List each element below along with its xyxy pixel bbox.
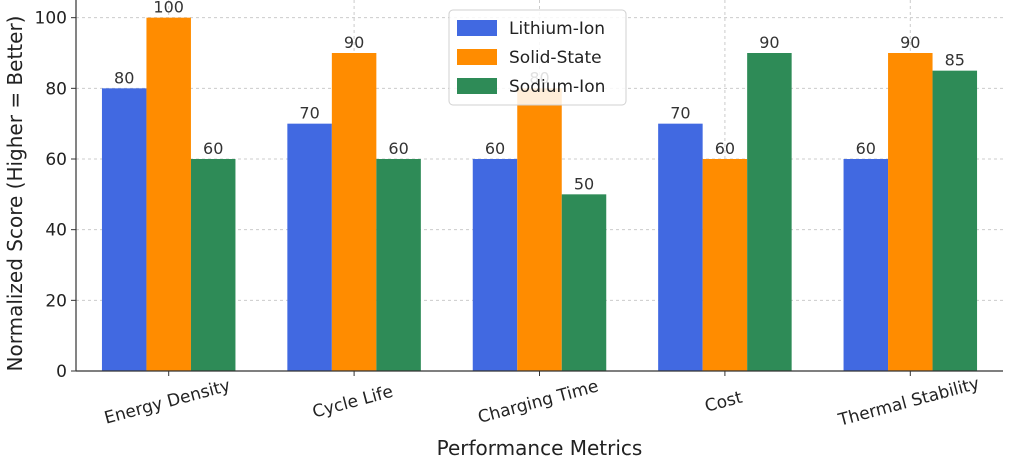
legend-label: Solid-State [509,48,602,68]
bar-value-label: 60 [856,139,876,158]
bar [843,159,889,371]
y-tick-label: 20 [45,291,67,311]
y-tick-label: 40 [45,221,67,241]
bar [561,194,607,371]
x-axis-title: Performance Metrics [437,436,643,460]
bar [747,53,792,371]
y-tick-label: 0 [56,362,67,382]
legend-swatch [457,78,497,94]
legend-swatch [457,49,497,65]
bar [517,88,562,371]
legend-swatch [457,20,497,36]
y-axis-title: Normalized Score (Higher = Better) [3,16,27,372]
x-tick-label: Energy Density [102,376,232,429]
bar [702,159,748,371]
y-tick-label: 100 [35,9,67,29]
legend-label: Sodium-Ion [509,77,605,97]
bar-value-label: 70 [670,104,690,123]
bar-value-label: 60 [715,139,735,158]
bar-value-label: 100 [153,0,184,17]
bar [472,159,518,371]
bar-value-label: 50 [574,174,594,193]
bar [190,159,236,371]
y-tick-label: 60 [45,150,67,170]
bar [146,17,191,372]
bar-value-label: 70 [299,104,319,123]
bars-layer [101,17,978,372]
legend-label: Lithium-Ion [509,19,605,39]
x-tick-label: Cycle Life [310,382,395,423]
x-tick-label: Charging Time [476,376,601,427]
bar-value-label: 90 [344,33,364,52]
bar-value-label: 60 [485,139,505,158]
bar [932,70,978,372]
bar-value-label: 90 [900,33,920,52]
bar-value-label: 80 [114,68,134,87]
bar [331,53,377,371]
x-tick-label: Cost [703,388,745,417]
x-tick-label: Thermal Stability [835,374,981,431]
bar [658,123,703,372]
bar-value-label: 60 [203,139,223,158]
bar-value-label: 90 [759,33,779,52]
bar [376,159,421,371]
bar [888,53,933,371]
bar-value-label: 85 [945,51,965,70]
bar [101,88,147,371]
legend: Lithium-Ion Solid-State Sodium-Ion [448,9,627,106]
y-tick-label: 80 [45,79,67,99]
bar [287,123,332,372]
bar-value-label: 60 [388,139,408,158]
